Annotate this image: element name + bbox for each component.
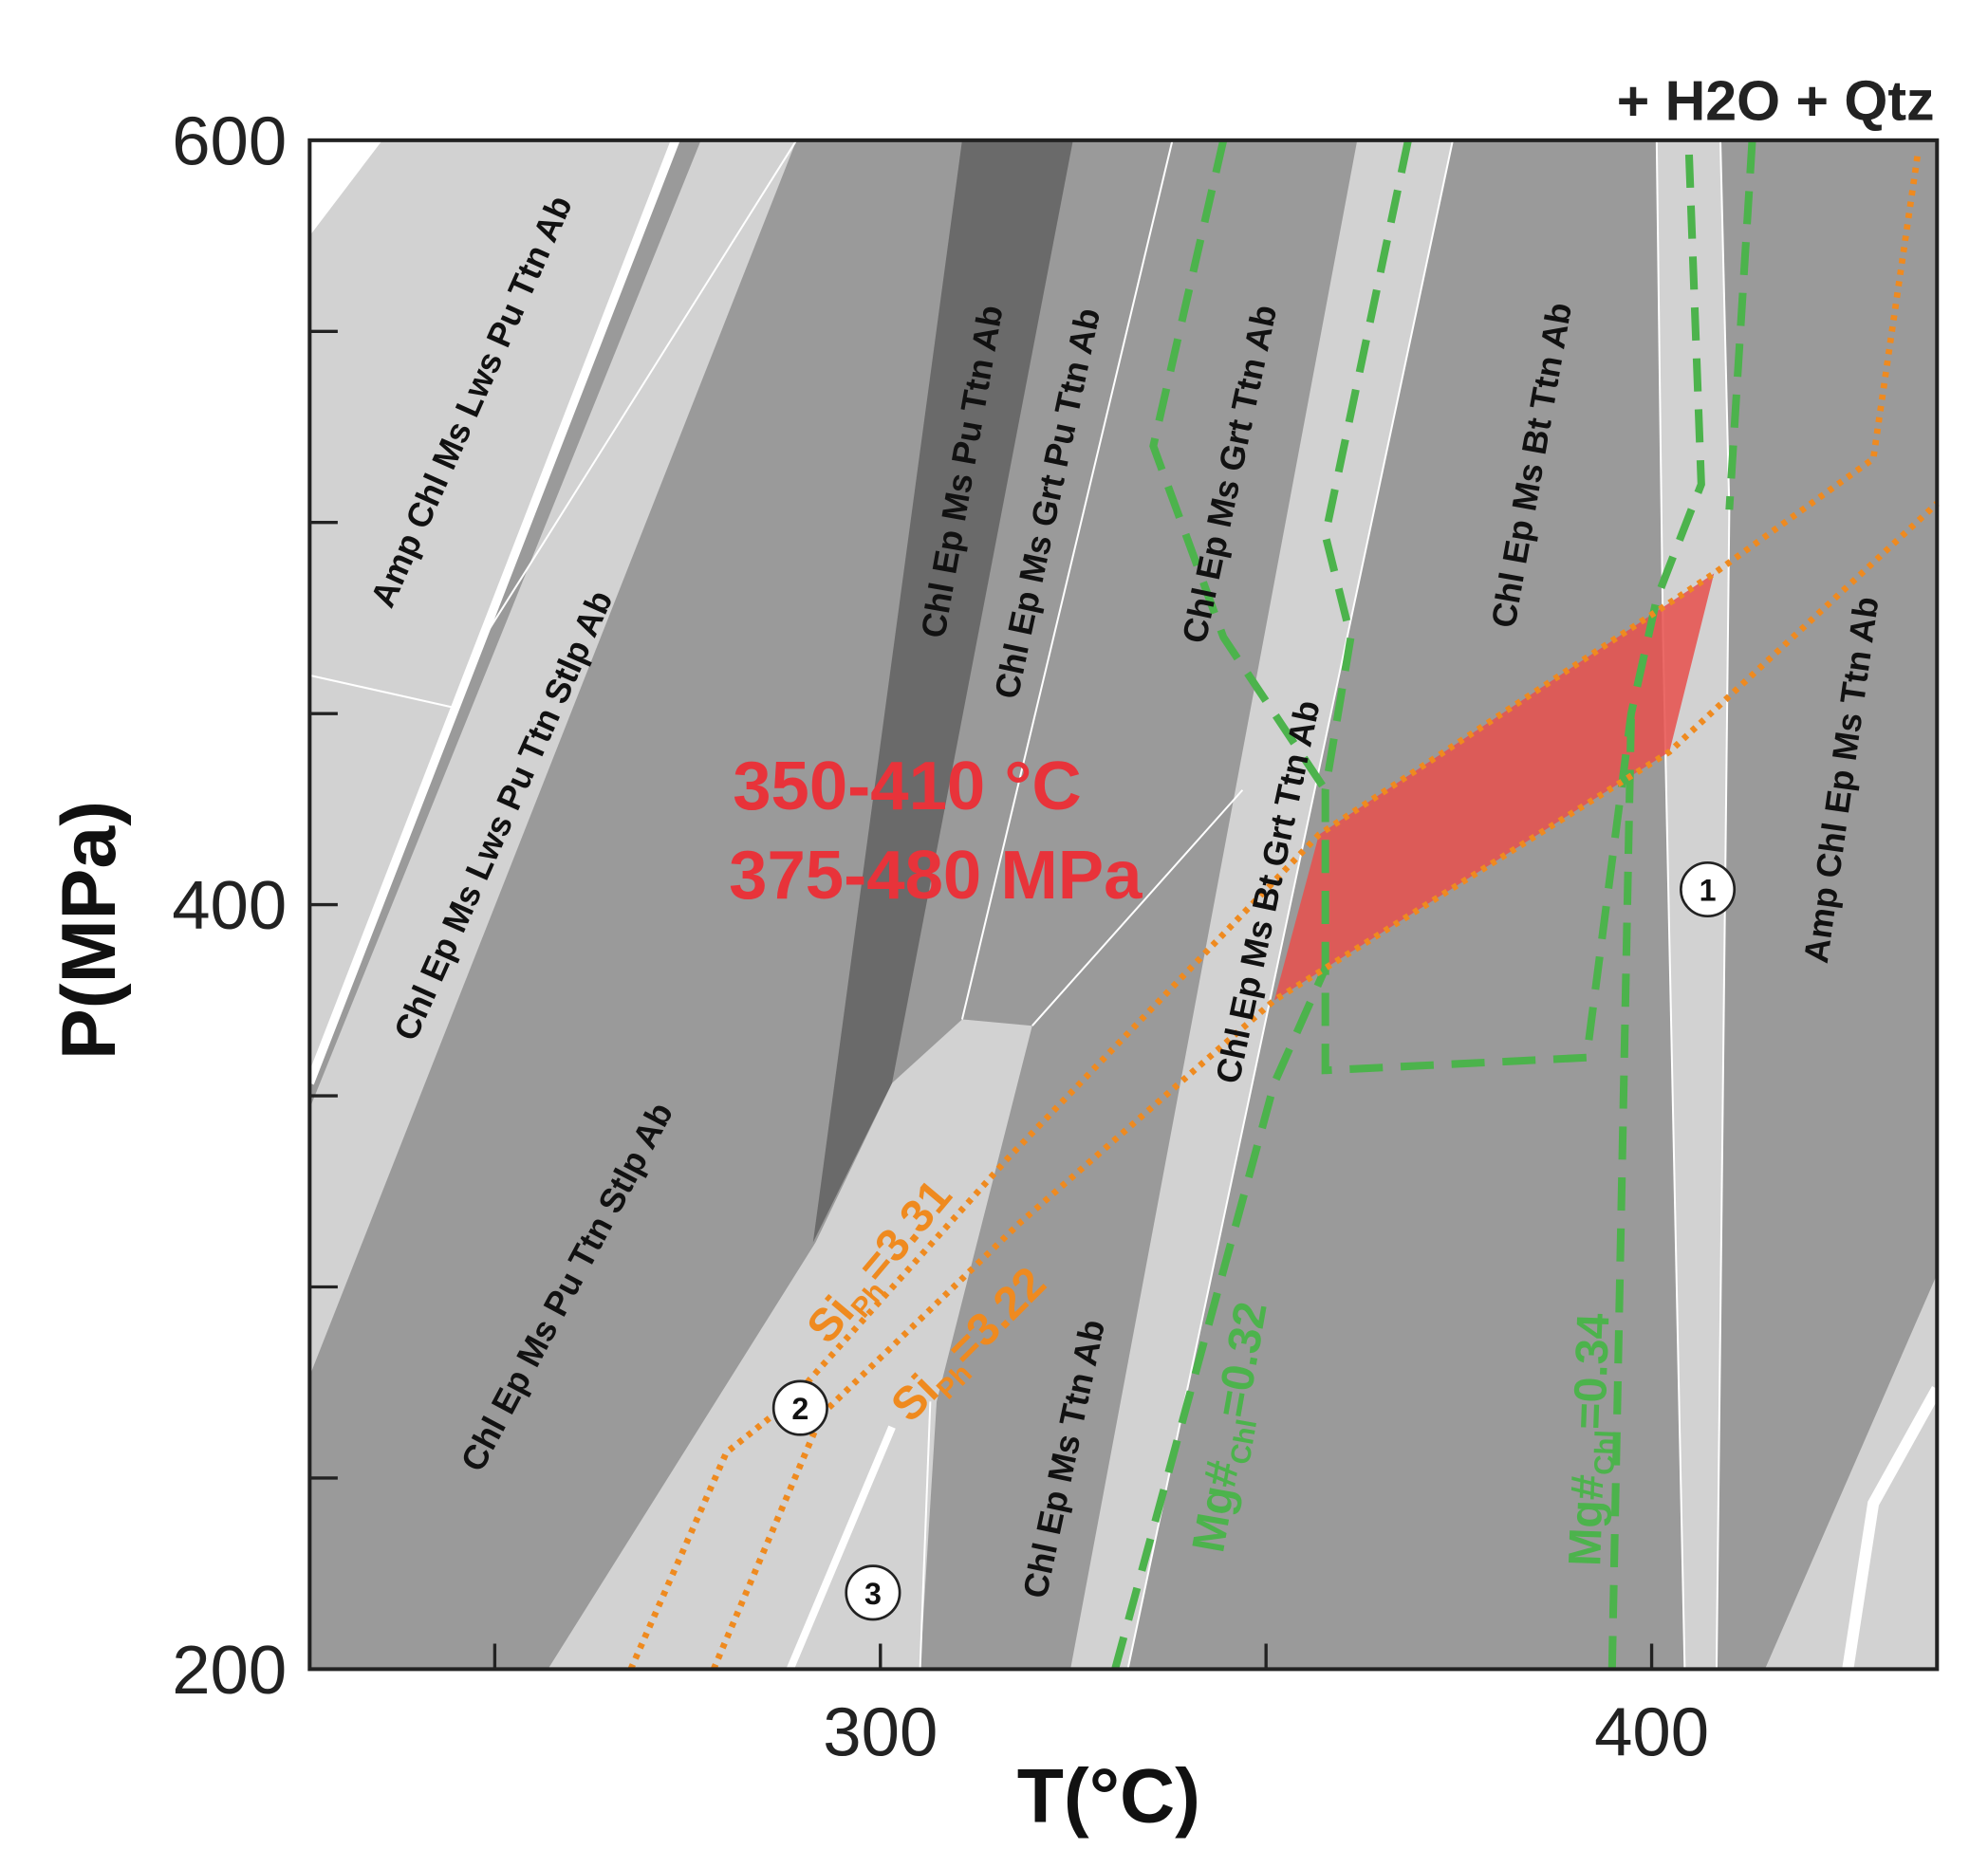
field-area bbox=[1764, 1274, 1938, 1670]
estimate-pressure: 375-480 MPa bbox=[729, 837, 1143, 914]
field-area bbox=[309, 139, 382, 236]
plot-fields bbox=[305, 139, 1942, 1671]
isopleth-subscript: Chl bbox=[1224, 1417, 1263, 1468]
marker-circle bbox=[1680, 860, 1737, 918]
field-area bbox=[548, 1019, 1032, 1670]
isopleth-label: Mg#Chl=0.34 bbox=[1559, 1312, 1626, 1567]
x-tick-label: 400 bbox=[1594, 1694, 1709, 1771]
marker-label: 3 bbox=[864, 1577, 882, 1611]
x-axis-title: T(°C) bbox=[1017, 1754, 1200, 1840]
isopleth-line bbox=[1725, 139, 1756, 510]
isopleth-line bbox=[1149, 139, 1329, 792]
boundary bbox=[786, 1425, 896, 1671]
isopleth-line bbox=[1607, 713, 1636, 1670]
pt-estimate-area bbox=[1273, 573, 1715, 1001]
field-area bbox=[812, 139, 1073, 1243]
isopleth-line bbox=[1321, 139, 1705, 1075]
y-tick-label: 200 bbox=[172, 1632, 287, 1709]
isopleth-subscript: Chl bbox=[1589, 1430, 1622, 1476]
field-area bbox=[1070, 139, 1453, 1670]
corner-label: + H2O + Qtz bbox=[1617, 69, 1935, 132]
estimate-temperature: 350-410 °C bbox=[733, 748, 1082, 824]
marker-label: 1 bbox=[1700, 874, 1717, 908]
boundary bbox=[1842, 1385, 1942, 1671]
field-area bbox=[309, 139, 797, 1377]
y-tick-label: 600 bbox=[172, 102, 287, 179]
si-isopleths bbox=[627, 152, 1940, 1671]
isopleth-value: =0.34 bbox=[1564, 1312, 1619, 1430]
isopleth-name: Mg# bbox=[1559, 1473, 1613, 1567]
marker-circle bbox=[771, 1379, 828, 1436]
marker-label: 2 bbox=[791, 1392, 808, 1426]
y-axis-title: P(MPa) bbox=[46, 801, 132, 1060]
boundary bbox=[305, 139, 680, 1085]
isopleth-line bbox=[1111, 967, 1329, 1671]
x-tick-label: 300 bbox=[823, 1694, 938, 1771]
marker-circle bbox=[845, 1564, 901, 1621]
mg-isopleths bbox=[1111, 139, 1756, 1671]
isopleth-line bbox=[710, 501, 1940, 1671]
y-tick-label: 400 bbox=[172, 867, 287, 944]
